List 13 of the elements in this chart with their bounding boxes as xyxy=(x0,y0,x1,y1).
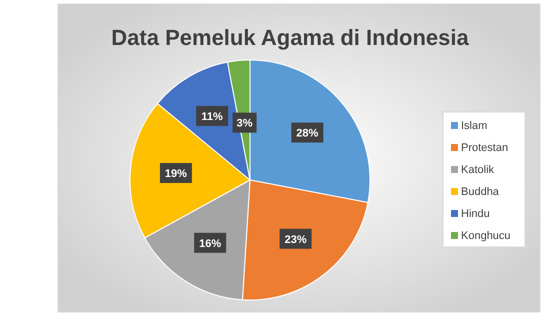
legend-label: Protestan xyxy=(461,142,508,154)
data-label: 16% xyxy=(199,238,222,250)
legend-label: Hindu xyxy=(461,208,490,220)
data-label: 3% xyxy=(236,118,253,130)
data-label: 23% xyxy=(284,234,307,246)
legend-label: Islam xyxy=(461,120,488,132)
data-label: 19% xyxy=(164,168,188,180)
legend-label: Katolik xyxy=(461,164,495,176)
data-label: 11% xyxy=(201,110,224,123)
data-label: 28% xyxy=(296,128,319,140)
legend-label: Konghucu xyxy=(461,230,511,242)
legend-label: Buddha xyxy=(461,186,500,198)
chart-title: Data Pemeluk Agama di Indonesia xyxy=(111,25,470,50)
